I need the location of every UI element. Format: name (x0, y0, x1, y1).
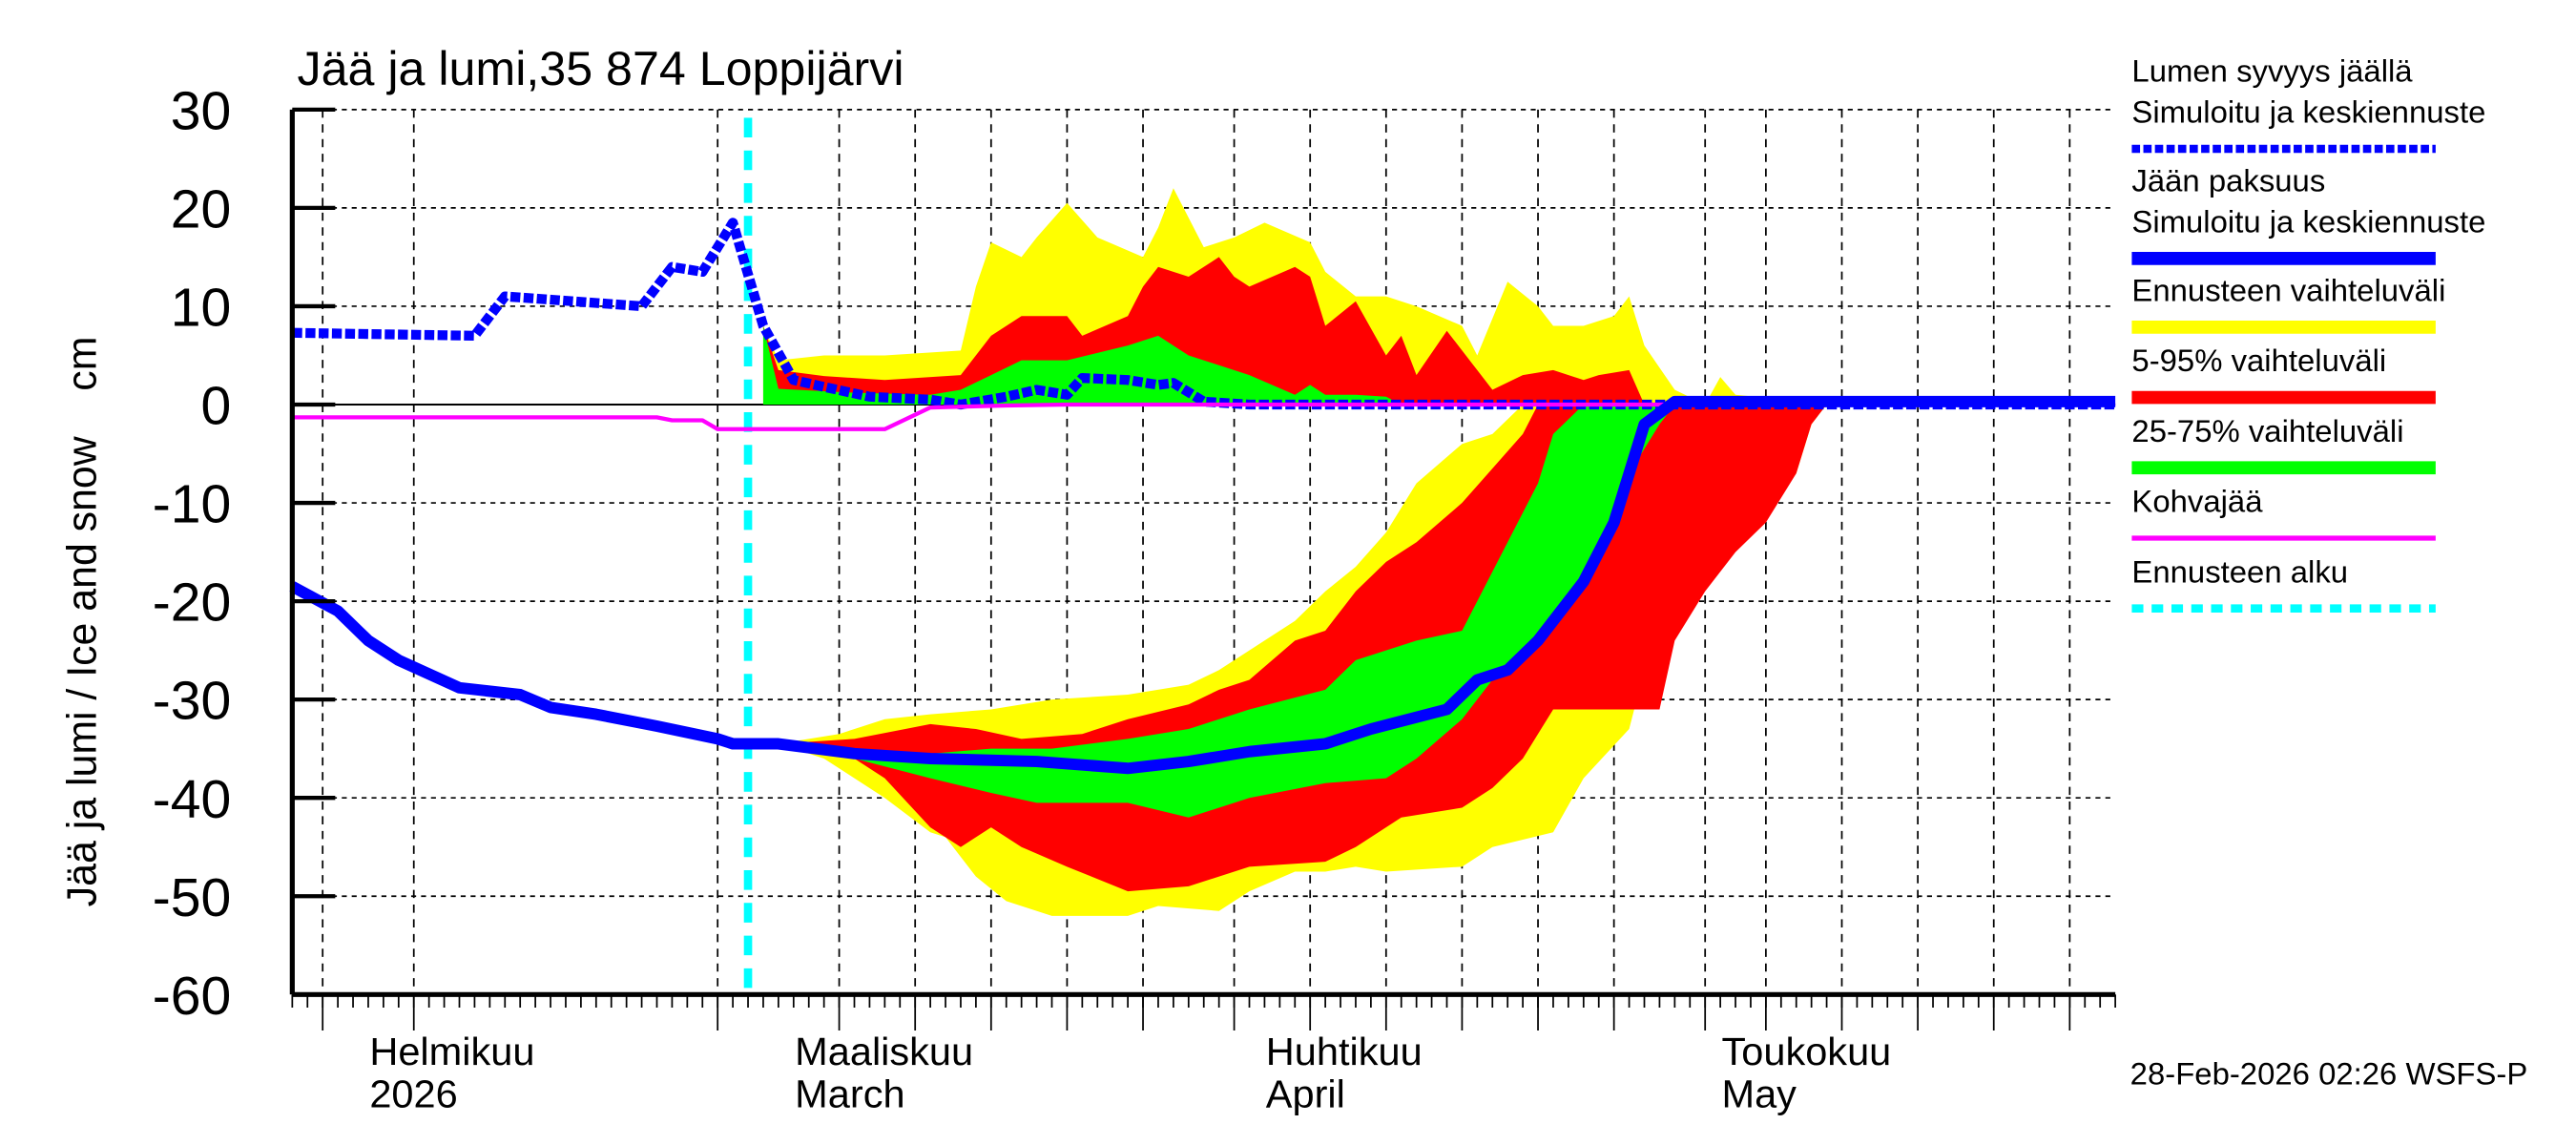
month-label: Huhtikuu (1266, 1030, 1423, 1073)
y-tick-label: 0 (201, 377, 232, 437)
band-snow-00ff00 (762, 325, 1402, 405)
y-tick-label: 30 (171, 82, 232, 142)
y-tick-label: 20 (171, 180, 232, 240)
legend-sublabel: Simuloitu ja keskiennuste (2131, 94, 2485, 130)
y-tick-label: -50 (153, 868, 232, 928)
band-ice-00ff00 (778, 405, 1675, 818)
month-sublabel: March (795, 1072, 904, 1116)
footer-timestamp: 28-Feb-2026 02:26 WSFS-P (2130, 1056, 2528, 1092)
y-tick-label: -30 (153, 672, 232, 732)
legend: Lumen syvyys jäällä Simuloitu ja keskienn… (2131, 53, 2485, 613)
month-sublabel: 2026 (369, 1072, 457, 1116)
forecast-bands (762, 188, 1827, 916)
month-sublabel: April (1266, 1072, 1345, 1116)
month-sublabel: May (1722, 1072, 1797, 1116)
band-snow-ff0000 (762, 257, 1645, 405)
legend-label: 5-95% vaihteluväli (2131, 343, 2386, 378)
y-tick-label: -20 (153, 573, 232, 634)
legend-label: Kohvajää (2131, 484, 2263, 519)
month-label: Helmikuu (369, 1030, 534, 1073)
series-solid-line (289, 395, 2116, 775)
y-tick-label: -60 (153, 967, 232, 1027)
y-axis-label: Jää ja lumi / Ice and snow cm (59, 337, 105, 907)
legend-label: Lumen syvyys jäällä (2131, 53, 2413, 89)
y-tick-label: -40 (153, 770, 232, 830)
legend-label: Ennusteen vaihteluväli (2131, 273, 2445, 308)
legend-sublabel: Simuloitu ja keskiennuste (2131, 204, 2485, 239)
series-lines (289, 117, 2116, 995)
y-tick-label: 10 (171, 279, 232, 339)
legend-label: 25-75% vaihteluväli (2131, 413, 2403, 448)
chart-title: Jää ja lumi,35 874 Loppijärvi (298, 42, 904, 95)
month-label: Maaliskuu (795, 1030, 973, 1073)
month-label: Toukokuu (1722, 1030, 1892, 1073)
series-dotted-line (292, 218, 2116, 410)
legend-label: Ennusteen alku (2131, 553, 2348, 589)
band-ice-ff0000 (778, 405, 1827, 892)
y-tick-label: -10 (153, 475, 232, 535)
series-thin-line (292, 402, 2116, 431)
legend-label: Jään paksuus (2131, 163, 2325, 198)
